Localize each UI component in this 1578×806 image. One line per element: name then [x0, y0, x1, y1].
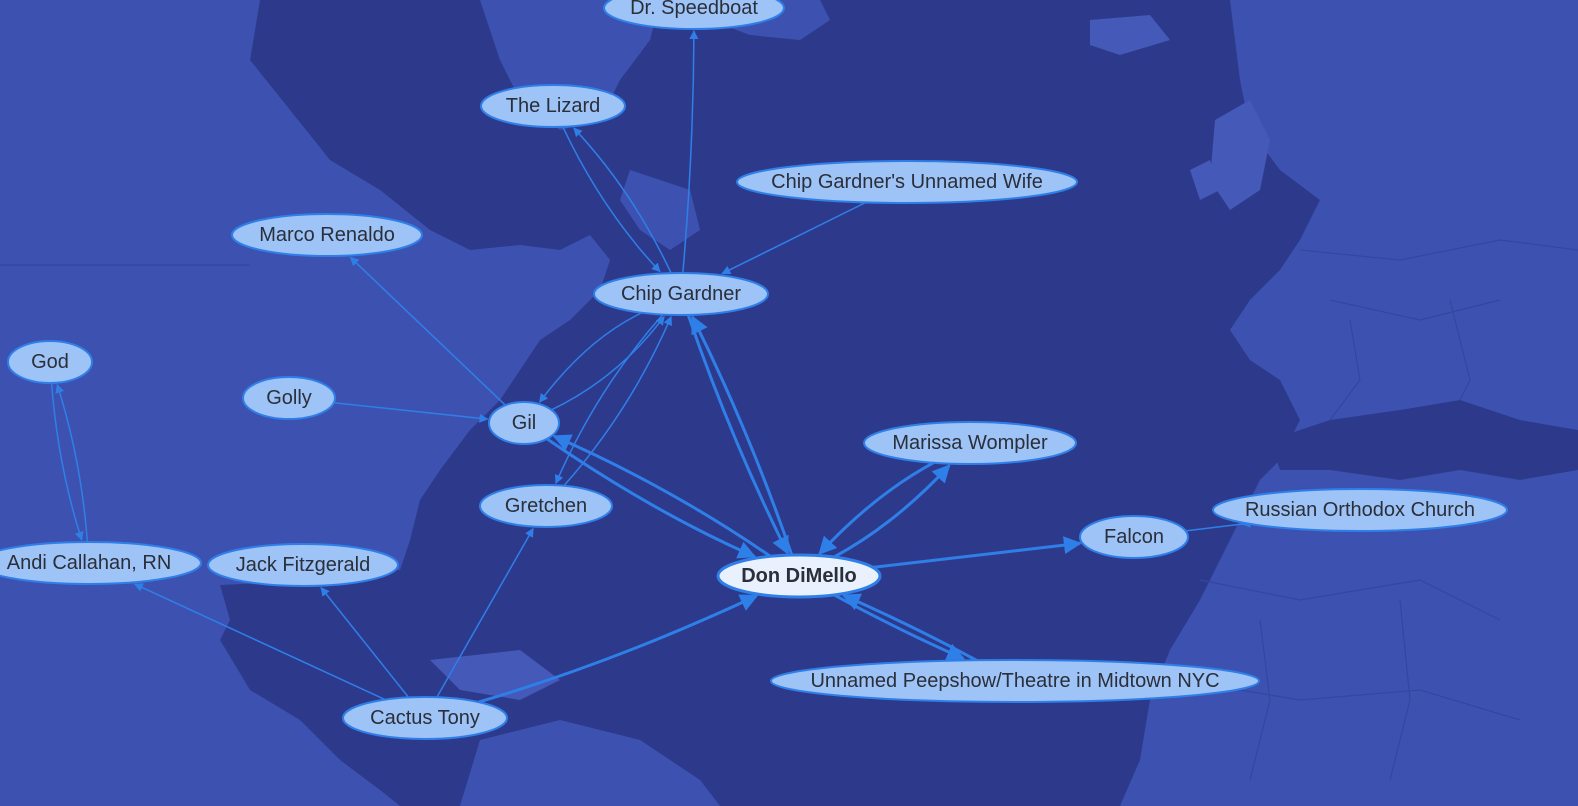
edge-lizard-to-chip [562, 126, 661, 273]
edge-golly-to-gil [333, 402, 489, 423]
node-god[interactable]: God [7, 340, 93, 384]
node-label: Don DiMello [741, 565, 857, 587]
edge-marissa-to-don [818, 461, 935, 556]
edge-don-to-falcon [872, 536, 1082, 569]
edge-cactus-to-andi [133, 583, 386, 701]
edge-gil-to-marco [349, 256, 506, 406]
edge-chip-to-speedboat [682, 30, 699, 274]
node-ellipse[interactable] [207, 543, 399, 587]
node-gil[interactable]: Gil [488, 401, 560, 445]
node-peepshow[interactable]: Unnamed Peepshow/Theatre in Midtown NYC [770, 659, 1260, 703]
node-label: Jack Fitzgerald [236, 554, 371, 576]
node-wife[interactable]: Chip Gardner's Unnamed Wife [736, 160, 1078, 204]
node-gretchen[interactable]: Gretchen [479, 484, 613, 528]
node-label: Falcon [1104, 526, 1164, 548]
node-jack[interactable]: Jack Fitzgerald [207, 543, 399, 587]
edge-cactus-to-don [478, 594, 759, 704]
edge-gil-to-chip [551, 315, 665, 411]
edge-peepshow-to-don [841, 593, 978, 662]
node-label: The Lizard [506, 95, 601, 117]
node-cactus[interactable]: Cactus Tony [342, 696, 508, 740]
node-marissa[interactable]: Marissa Wompler [863, 421, 1077, 465]
node-ellipse[interactable] [488, 401, 560, 445]
node-falcon[interactable]: Falcon [1079, 515, 1189, 559]
node-ellipse[interactable] [1212, 488, 1508, 532]
edge-gil-to-don [546, 437, 757, 559]
edge-cactus-to-gretchen [436, 527, 534, 698]
node-label: Russian Orthodox Church [1245, 499, 1475, 521]
node-label: Unnamed Peepshow/Theatre in Midtown NYC [810, 670, 1219, 692]
edge-don-to-gil [552, 434, 772, 558]
node-label: Dr. Speedboat [630, 0, 758, 19]
node-ellipse[interactable] [716, 553, 882, 599]
edge-gretchen-to-chip [563, 316, 672, 487]
edges-layer [50, 30, 1251, 704]
node-ellipse[interactable] [1079, 515, 1189, 559]
edge-chip-to-gretchen [554, 314, 664, 485]
node-label: Andi Callahan, RN [7, 552, 172, 574]
node-label: Marissa Wompler [892, 432, 1048, 454]
edge-falcon-to-roc [1185, 518, 1251, 532]
node-label: Gil [512, 412, 536, 434]
node-chip[interactable]: Chip Gardner [593, 272, 769, 316]
edge-andi-to-god [55, 383, 89, 543]
node-ellipse[interactable] [593, 272, 769, 316]
node-ellipse[interactable] [242, 376, 336, 420]
node-label: Cactus Tony [370, 707, 480, 729]
edge-chip-to-gil [538, 312, 643, 403]
node-marco[interactable]: Marco Renaldo [231, 213, 423, 257]
node-ellipse[interactable] [770, 659, 1260, 703]
node-ellipse[interactable] [0, 541, 202, 585]
node-golly[interactable]: Golly [242, 376, 336, 420]
node-ellipse[interactable] [603, 0, 785, 30]
node-label: Chip Gardner [621, 283, 741, 305]
node-ellipse[interactable] [736, 160, 1078, 204]
node-ellipse[interactable] [342, 696, 508, 740]
node-roc[interactable]: Russian Orthodox Church [1212, 488, 1508, 532]
edge-don-to-marissa [833, 464, 951, 559]
node-ellipse[interactable] [231, 213, 423, 257]
node-label: Chip Gardner's Unnamed Wife [771, 171, 1043, 193]
edge-chip-to-don [686, 314, 790, 555]
node-andi[interactable]: Andi Callahan, RN [0, 541, 202, 585]
node-don[interactable]: Don DiMello [716, 553, 882, 599]
edge-cactus-to-jack [320, 586, 410, 698]
node-label: God [31, 351, 69, 373]
nodes-layer: Dr. Speedboat The Lizard Chip Gardner's Un… [0, 0, 1508, 740]
edge-chip-to-lizard [573, 127, 672, 274]
node-label: Gretchen [505, 495, 587, 517]
node-ellipse[interactable] [479, 484, 613, 528]
node-ellipse[interactable] [863, 421, 1077, 465]
node-label: Golly [266, 387, 312, 409]
node-label: Marco Renaldo [259, 224, 395, 246]
node-lizard[interactable]: The Lizard [480, 84, 626, 128]
edge-don-to-peepshow [833, 593, 966, 661]
edge-don-to-chip [691, 315, 794, 556]
node-ellipse[interactable] [480, 84, 626, 128]
node-ellipse[interactable] [7, 340, 93, 384]
edge-wife-to-chip [721, 201, 867, 275]
node-speedboat[interactable]: Dr. Speedboat [603, 0, 785, 30]
edge-god-to-andi [50, 382, 84, 541]
